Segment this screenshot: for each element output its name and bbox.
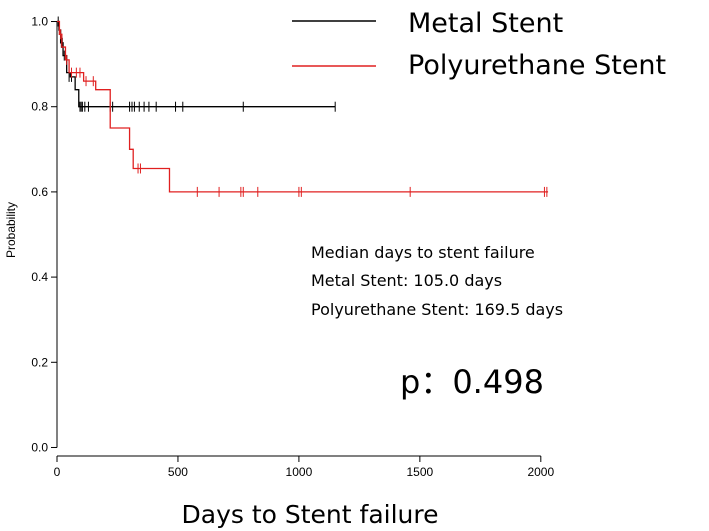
y-tick-label: 0.0 — [31, 440, 48, 454]
x-ticks: 0 500 1000 1500 2000 — [54, 456, 554, 479]
x-tick-label: 500 — [168, 465, 188, 479]
y-tick-label: 0.2 — [31, 355, 48, 369]
curve-polyurethane-stent — [57, 20, 549, 193]
legend-label-metal-stent: Metal Stent — [408, 8, 563, 39]
y-ticks: 0.0 0.2 0.4 0.6 0.8 1.0 — [31, 15, 57, 454]
x-axis-label: Days to Stent failure — [182, 500, 439, 529]
curve-metal-stent — [57, 20, 336, 108]
legend-label-polyurethane-stent: Polyurethane Stent — [408, 50, 666, 81]
annotation-title: Median days to stent failure — [311, 243, 535, 262]
survival-curves — [57, 16, 549, 197]
median-annotation: Median days to stent failure Metal Stent… — [311, 243, 563, 319]
y-tick-label: 0.4 — [31, 270, 48, 284]
x-tick-label: 0 — [54, 465, 61, 479]
p-value: p：0.498 — [400, 363, 544, 401]
y-tick-label: 1.0 — [31, 15, 48, 29]
x-tick-label: 1500 — [407, 465, 434, 479]
y-axis-label: Probability — [4, 202, 18, 258]
y-tick-label: 0.8 — [31, 100, 48, 114]
annotation-metal-stent: Metal Stent: 105.0 days — [311, 271, 502, 290]
legend: Metal Stent Polyurethane Stent — [292, 8, 666, 81]
x-tick-label: 2000 — [527, 465, 554, 479]
annotation-polyurethane-stent: Polyurethane Stent: 169.5 days — [311, 300, 563, 319]
x-tick-label: 1000 — [286, 465, 313, 479]
y-tick-label: 0.6 — [31, 185, 48, 199]
